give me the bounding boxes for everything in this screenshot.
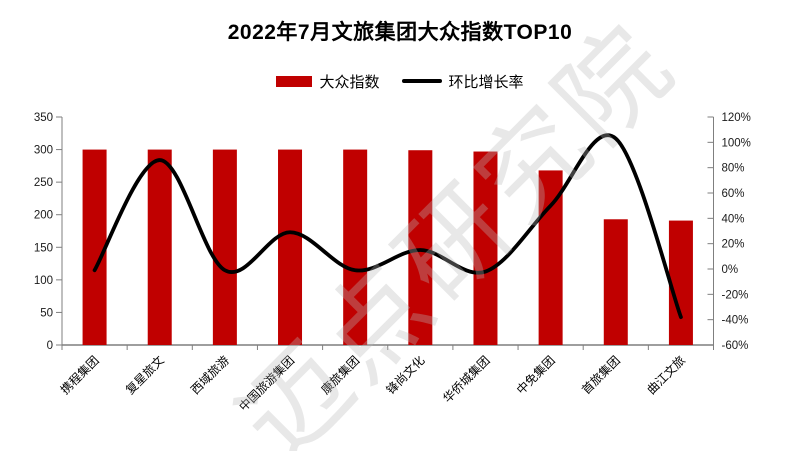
bar-首旅集团	[603, 219, 628, 345]
x-axis-label-复星旅文: 复星旅文	[122, 353, 167, 398]
right-axis-tick-label: 40%	[722, 213, 745, 225]
right-axis-tick-label: 20%	[722, 239, 745, 251]
right-axis-tick-label: 60%	[722, 188, 745, 200]
legend: 大众指数 环比增长率	[0, 70, 800, 92]
bar-康旅集团	[343, 149, 368, 345]
legend-line-label: 环比增长率	[448, 73, 524, 91]
x-axis-label-携程集团: 携程集团	[57, 353, 102, 398]
bar-锋尚文化	[408, 150, 433, 345]
bar-携程集团	[82, 149, 107, 345]
bar-曲江文旅	[668, 220, 693, 345]
chart-title: 2022年7月文旅集团大众指数TOP10	[227, 21, 573, 44]
bar-中免集团	[538, 170, 563, 345]
x-axis-label-曲江文旅: 曲江文旅	[643, 353, 688, 398]
left-axis-tick-label: 250	[34, 177, 53, 189]
legend-item-line: 环比增长率	[401, 71, 524, 92]
left-axis-tick-label: 100	[34, 275, 53, 287]
left-axis-tick-label: 350	[34, 112, 53, 124]
x-axis-label-中免集团: 中免集团	[513, 353, 558, 398]
right-axis-tick-label: 0%	[722, 264, 739, 276]
left-axis-tick-label: 50	[40, 307, 53, 319]
left-axis-tick-label: 200	[34, 210, 53, 222]
bar-西域旅游	[212, 149, 237, 345]
x-axis-label-康旅集团: 康旅集团	[318, 353, 363, 398]
x-axis-label-华侨城集团: 华侨城集团	[440, 353, 493, 406]
right-axis-tick-label: -20%	[722, 289, 749, 301]
left-axis-tick-label: 300	[34, 145, 53, 157]
right-axis-tick-label: 80%	[722, 163, 745, 175]
right-axis-tick-label: 120%	[722, 112, 751, 124]
bar-华侨城集团	[473, 151, 498, 345]
left-axis-tick-label: 0	[47, 340, 53, 352]
trend-line	[92, 133, 683, 320]
legend-bar-swatch-icon	[276, 75, 313, 87]
legend-item-bar: 大众指数	[276, 71, 380, 92]
left-axis-tick-label: 150	[34, 242, 53, 254]
x-axis-label-首旅集团: 首旅集团	[578, 353, 623, 398]
x-axis-label-中国旅游集团: 中国旅游集团	[236, 353, 298, 415]
bar-中国旅游集团	[278, 149, 303, 345]
right-axis-tick-label: 100%	[722, 137, 751, 149]
legend-line-swatch-icon	[401, 79, 442, 83]
x-axis-label-锋尚文化: 锋尚文化	[383, 353, 428, 398]
bar-复星旅文	[147, 149, 172, 345]
right-axis-tick-label: -60%	[722, 340, 749, 352]
legend-bar-label: 大众指数	[319, 73, 380, 91]
x-axis-label-西域旅游: 西域旅游	[188, 353, 232, 397]
right-axis-tick-label: -40%	[722, 315, 749, 327]
